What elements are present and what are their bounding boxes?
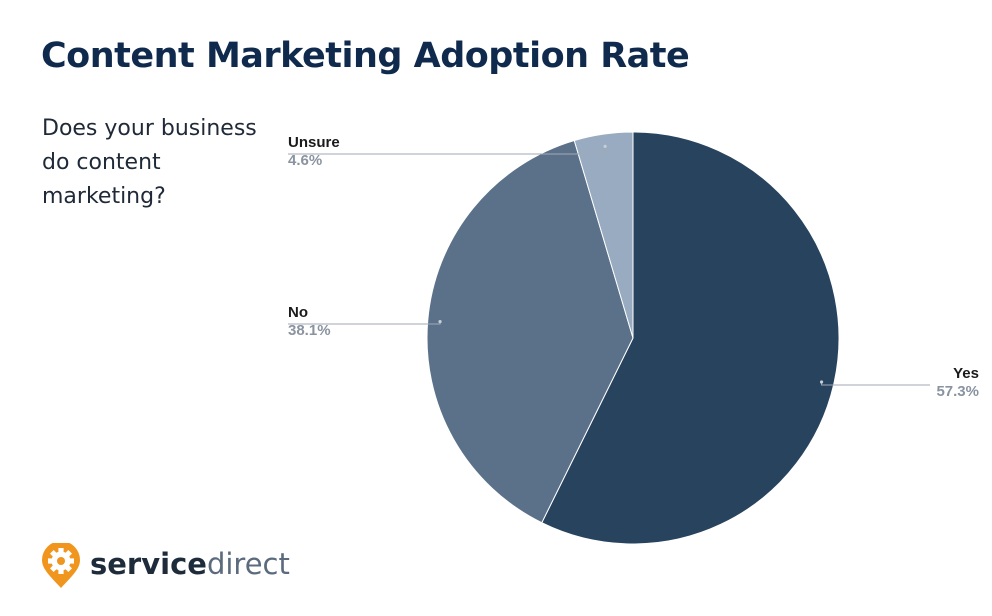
slice-value-yes: 57.3% xyxy=(936,383,979,400)
leader-line-unsure xyxy=(288,146,606,155)
gear-map-pin-icon xyxy=(42,541,80,588)
leader-dot-no xyxy=(438,319,442,324)
pie-slice-no xyxy=(426,139,634,524)
brand-name-bold: service xyxy=(90,547,207,581)
slice-label-unsure: Unsure xyxy=(288,134,340,151)
leader-dot-unsure xyxy=(603,144,607,148)
pie-slice-unsure xyxy=(573,131,634,339)
chart-title: Content Marketing Adoption Rate xyxy=(41,36,690,76)
service-direct-logo: servicedirect xyxy=(40,541,290,589)
slice-label-yes: Yes xyxy=(953,365,979,382)
leader-line-yes xyxy=(821,382,930,386)
slice-value-no: 38.1% xyxy=(288,322,331,339)
chart-subtitle: Does your business do content marketing? xyxy=(42,116,257,209)
slice-label-no: No xyxy=(288,304,308,321)
leader-dot-yes xyxy=(819,380,824,384)
slice-value-unsure: 4.6% xyxy=(288,152,322,169)
brand-name: servicedirect xyxy=(90,547,290,581)
brand-name-regular: direct xyxy=(206,547,290,581)
